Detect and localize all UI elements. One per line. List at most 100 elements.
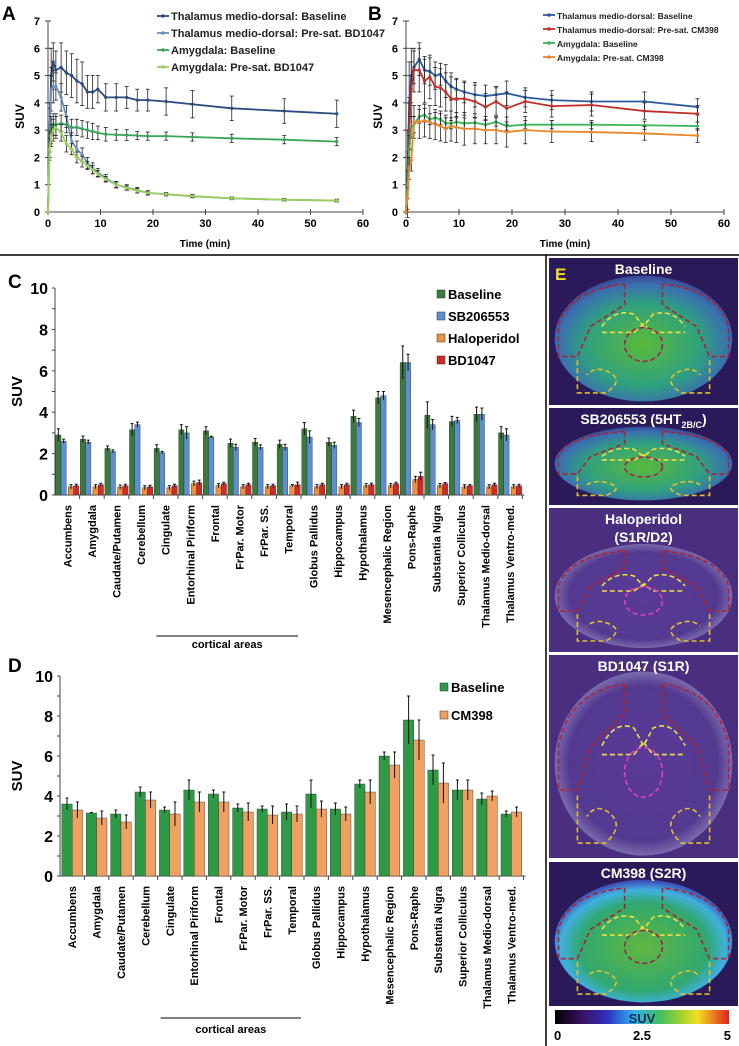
category-label: Substantia Nigra bbox=[431, 504, 443, 592]
y-tick-label: 10 bbox=[30, 281, 48, 298]
data-point bbox=[494, 128, 498, 132]
pet-image-2: SB206553 (5HT2B/C) bbox=[549, 408, 738, 505]
bar-bd1047 bbox=[220, 483, 227, 496]
legend-marker-dot bbox=[161, 65, 165, 69]
category-label: Caudate/Putamen bbox=[116, 886, 128, 979]
data-point bbox=[135, 134, 139, 138]
legend-label: Thalamus medio-dorsal: Baseline bbox=[557, 11, 693, 21]
bar-sb206553 bbox=[159, 452, 165, 496]
bar-sb206553 bbox=[503, 434, 510, 496]
bar-baseline bbox=[473, 414, 480, 496]
roi-amygdala-right bbox=[670, 360, 711, 394]
data-point bbox=[70, 73, 74, 78]
bar-baseline bbox=[256, 808, 268, 877]
roi-hippocampus bbox=[601, 312, 686, 334]
data-point bbox=[49, 134, 53, 138]
data-point bbox=[91, 168, 95, 172]
category-label: Temporal bbox=[284, 505, 296, 554]
y-tick-label: 4 bbox=[39, 405, 48, 422]
bar-baseline bbox=[378, 755, 390, 877]
data-point bbox=[190, 194, 194, 198]
bar-cm398 bbox=[291, 813, 303, 877]
bar-baseline bbox=[203, 430, 209, 496]
data-point bbox=[422, 118, 427, 123]
y-tick-label: 5 bbox=[34, 71, 40, 83]
bar-cm398 bbox=[267, 814, 278, 877]
category-label: Hypothalamus bbox=[360, 886, 372, 962]
bar-baseline bbox=[449, 421, 455, 496]
data-point bbox=[64, 123, 68, 127]
data-point bbox=[550, 129, 554, 134]
data-point bbox=[91, 90, 95, 94]
data-point bbox=[409, 125, 413, 130]
data-point bbox=[164, 99, 168, 104]
data-point bbox=[54, 84, 58, 89]
data-point bbox=[54, 68, 58, 72]
roi-hippocampus bbox=[601, 725, 686, 756]
data-point bbox=[550, 104, 554, 108]
colorbar-tick-label: 2.5 bbox=[633, 1028, 651, 1043]
data-point bbox=[80, 82, 84, 86]
panel-label: E bbox=[555, 265, 566, 284]
legend-swatch bbox=[439, 682, 449, 692]
data-point bbox=[473, 99, 477, 104]
bar-sb206553 bbox=[208, 436, 215, 496]
category-label: Substantia Nigra bbox=[433, 885, 445, 973]
brain-scan bbox=[554, 275, 733, 402]
data-point bbox=[642, 131, 647, 136]
y-axis-label: SUV bbox=[371, 104, 385, 129]
pet-image-5: CM398 (S2R) bbox=[549, 862, 738, 1006]
bar-bd1047 bbox=[368, 484, 375, 496]
bar-sb206553 bbox=[85, 442, 92, 496]
data-point bbox=[449, 97, 453, 101]
legend-label: Haloperidol bbox=[448, 331, 520, 346]
roi-cortex-left bbox=[557, 550, 626, 612]
roi-cortex-right bbox=[661, 683, 730, 791]
bar-baseline bbox=[207, 793, 219, 877]
roi-amygdala-right bbox=[670, 476, 711, 497]
colorbar-tick-label: 0 bbox=[554, 1028, 561, 1043]
data-point bbox=[146, 98, 150, 102]
category-label: Cingulate bbox=[161, 505, 173, 555]
y-tick-label: 5 bbox=[392, 71, 398, 83]
data-point bbox=[75, 79, 79, 83]
legend-marker-dot bbox=[161, 14, 165, 18]
data-point bbox=[46, 210, 50, 214]
data-point bbox=[114, 95, 118, 99]
bar-baseline bbox=[354, 783, 366, 877]
legend-label: Amygdala: Baseline bbox=[557, 39, 638, 49]
x-tick-label: 10 bbox=[453, 218, 465, 230]
data-point bbox=[405, 196, 410, 200]
data-point bbox=[164, 134, 168, 138]
y-axis-label: SUV bbox=[9, 761, 26, 792]
category-label: Temporal bbox=[287, 886, 299, 935]
data-point bbox=[51, 84, 55, 89]
legend-label: Amygdala: Pre-sat. BD1047 bbox=[171, 62, 314, 74]
category-label: Cingulate bbox=[165, 886, 177, 936]
bar-sb206553 bbox=[232, 447, 239, 496]
x-tick-label: 50 bbox=[304, 218, 316, 230]
category-label: FrPar. Motor bbox=[235, 504, 247, 570]
data-point bbox=[335, 198, 339, 203]
legend-marker-dot bbox=[547, 27, 551, 31]
chart-C: C 0 2 4 6 8 10 SUV Accumbens Amygdala Caudate/Puta… bbox=[8, 272, 525, 651]
data-point bbox=[409, 158, 413, 162]
x-tick-label: 0 bbox=[45, 218, 51, 230]
colorbar: SUV 0 2.5 5 bbox=[554, 1010, 731, 1043]
data-point bbox=[75, 155, 79, 160]
data-point bbox=[80, 127, 84, 131]
bar-sb206553 bbox=[479, 414, 485, 496]
data-point bbox=[104, 95, 108, 99]
data-point bbox=[104, 132, 108, 136]
category-label: Mesencephalic Region bbox=[382, 505, 394, 624]
legend-marker-dot bbox=[161, 31, 165, 35]
colorbar-tick-label: 5 bbox=[724, 1028, 731, 1043]
legend-label: Amygdala: Baseline bbox=[171, 45, 276, 57]
roi-hippocampus bbox=[601, 915, 686, 936]
data-point bbox=[428, 120, 432, 124]
bar-baseline bbox=[183, 789, 195, 877]
data-point bbox=[164, 192, 168, 196]
category-label: Thalamus Medio-dorsal bbox=[482, 886, 494, 1009]
colorbar-label: SUV bbox=[629, 1011, 656, 1026]
series-3: Amygdala: Pre-sat. CM398 bbox=[404, 53, 700, 214]
